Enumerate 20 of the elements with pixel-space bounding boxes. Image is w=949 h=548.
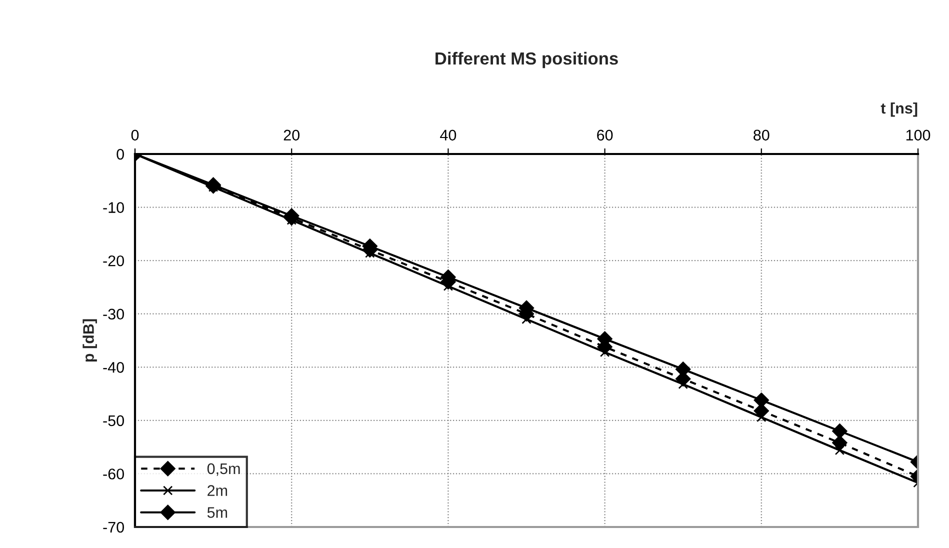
x-tick-label: 0: [131, 130, 139, 141]
y-tick-label: -30: [103, 308, 124, 320]
y-tick-label: -10: [103, 202, 124, 213]
x-tick-label: 80: [754, 130, 770, 141]
x-tick-label: 60: [597, 130, 613, 141]
y-tick-label: -20: [103, 255, 124, 266]
y-axis-title: p [dB]: [82, 319, 97, 362]
y-tick-label: -40: [103, 362, 124, 373]
y-tick-label: 0: [116, 148, 124, 160]
x-tick-label: 20: [284, 130, 300, 141]
y-tick-label: -60: [103, 468, 124, 480]
y-tick-label: -50: [103, 415, 124, 426]
x-tick-label: 100: [906, 130, 930, 141]
legend-label: 5m: [207, 507, 228, 518]
x-axis-title: t [ns]: [880, 102, 918, 117]
chart-title: Different MS positions: [436, 52, 618, 68]
legend-label: 0,5m: [207, 463, 240, 476]
y-tick-label: -70: [103, 522, 124, 533]
x-tick-label: 40: [440, 130, 456, 141]
legend-label: 2m: [208, 485, 228, 496]
